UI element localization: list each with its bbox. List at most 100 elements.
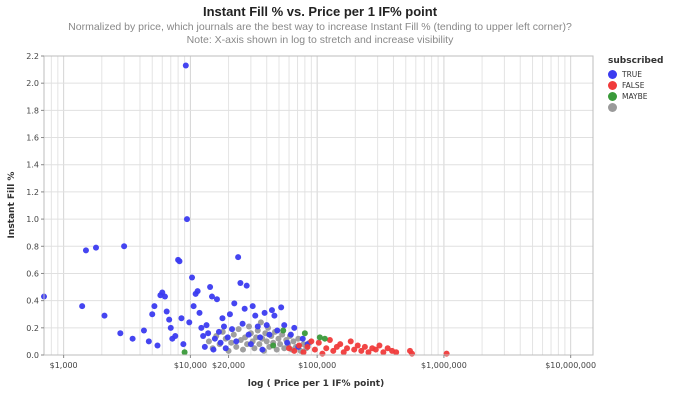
data-point-true[interactable]	[205, 330, 212, 337]
data-point-true[interactable]	[207, 284, 214, 291]
data-point-true[interactable]	[145, 338, 152, 345]
data-point-true[interactable]	[215, 328, 222, 335]
data-point-true[interactable]	[154, 342, 161, 349]
data-point-true[interactable]	[167, 324, 174, 331]
data-point-true[interactable]	[252, 312, 259, 319]
data-point-unlabeled[interactable]	[235, 326, 242, 333]
data-point-unlabeled[interactable]	[257, 319, 264, 326]
data-point-true[interactable]	[233, 338, 240, 345]
data-point-true[interactable]	[229, 326, 236, 333]
data-point-true[interactable]	[222, 345, 229, 352]
data-point-true[interactable]	[291, 324, 298, 331]
data-point-true[interactable]	[268, 307, 275, 314]
data-point-maybe[interactable]	[321, 335, 328, 342]
data-point-unlabeled[interactable]	[273, 346, 280, 353]
data-point-false[interactable]	[296, 342, 303, 349]
data-point-false[interactable]	[291, 347, 298, 354]
data-point-false[interactable]	[351, 346, 358, 353]
data-point-true[interactable]	[210, 346, 217, 353]
data-point-true[interactable]	[219, 315, 226, 322]
data-point-true[interactable]	[213, 296, 220, 303]
data-point-true[interactable]	[163, 308, 170, 315]
data-point-true[interactable]	[198, 324, 205, 331]
data-point-true[interactable]	[261, 309, 268, 316]
data-point-true[interactable]	[196, 309, 203, 316]
data-point-false[interactable]	[408, 350, 415, 357]
data-point-false[interactable]	[286, 345, 293, 352]
data-point-true[interactable]	[190, 303, 197, 310]
data-point-true[interactable]	[281, 322, 288, 329]
data-point-true[interactable]	[271, 312, 278, 319]
data-point-true[interactable]	[299, 335, 306, 342]
data-point-true[interactable]	[217, 339, 224, 346]
data-point-false[interactable]	[311, 346, 318, 353]
data-point-true[interactable]	[149, 311, 156, 318]
data-point-true[interactable]	[140, 327, 147, 334]
data-point-true[interactable]	[235, 254, 242, 261]
data-point-true[interactable]	[254, 323, 261, 330]
data-point-true[interactable]	[200, 332, 207, 339]
data-point-true[interactable]	[129, 335, 136, 342]
data-point-false[interactable]	[340, 349, 347, 356]
data-point-true[interactable]	[224, 334, 231, 341]
data-point-maybe[interactable]	[280, 327, 287, 334]
data-point-true[interactable]	[203, 322, 210, 329]
data-point-unlabeled[interactable]	[263, 338, 270, 345]
data-point-unlabeled[interactable]	[228, 339, 235, 346]
data-point-true[interactable]	[257, 334, 264, 341]
data-point-true[interactable]	[183, 216, 190, 223]
data-point-false[interactable]	[384, 345, 391, 352]
legend-item-true[interactable]: TRUE	[608, 69, 663, 80]
data-point-unlabeled[interactable]	[230, 331, 237, 338]
data-point-true[interactable]	[259, 346, 266, 353]
data-point-false[interactable]	[319, 350, 326, 357]
data-point-unlabeled[interactable]	[290, 338, 297, 345]
data-point-true[interactable]	[201, 343, 208, 350]
data-point-maybe[interactable]	[316, 334, 323, 341]
data-point-false[interactable]	[354, 342, 361, 349]
data-point-true[interactable]	[172, 332, 179, 339]
data-point-true[interactable]	[241, 305, 248, 312]
data-point-true[interactable]	[287, 331, 294, 338]
data-point-true[interactable]	[211, 335, 218, 342]
data-point-unlabeled[interactable]	[275, 335, 282, 342]
data-point-false[interactable]	[304, 343, 311, 350]
data-point-false[interactable]	[330, 347, 337, 354]
data-point-false[interactable]	[365, 349, 372, 356]
data-point-false[interactable]	[376, 342, 383, 349]
data-point-true[interactable]	[239, 320, 246, 327]
data-point-true[interactable]	[189, 274, 196, 281]
data-point-true[interactable]	[243, 282, 250, 289]
data-point-true[interactable]	[176, 258, 183, 265]
data-point-true[interactable]	[237, 279, 244, 286]
data-point-true[interactable]	[186, 319, 193, 326]
data-point-maybe[interactable]	[270, 342, 277, 349]
data-point-false[interactable]	[347, 338, 354, 345]
data-point-true[interactable]	[249, 303, 256, 310]
data-point-false[interactable]	[443, 350, 450, 357]
data-point-false[interactable]	[380, 349, 387, 356]
data-point-true[interactable]	[82, 247, 89, 254]
legend-item-false[interactable]: FALSE	[608, 80, 663, 91]
data-point-false[interactable]	[308, 338, 315, 345]
data-point-false[interactable]	[300, 349, 307, 356]
data-point-unlabeled[interactable]	[239, 346, 246, 353]
data-point-false[interactable]	[337, 341, 344, 348]
data-point-false[interactable]	[323, 345, 330, 352]
data-point-unlabeled[interactable]	[256, 341, 263, 348]
data-point-unlabeled[interactable]	[251, 345, 258, 352]
data-point-true[interactable]	[92, 244, 99, 251]
data-point-true[interactable]	[178, 315, 185, 322]
data-point-true[interactable]	[151, 303, 158, 310]
legend-item-unlabeled[interactable]	[608, 102, 663, 113]
data-point-maybe[interactable]	[301, 330, 308, 337]
data-point-false[interactable]	[372, 346, 379, 353]
data-point-true[interactable]	[274, 327, 281, 334]
data-point-false[interactable]	[344, 345, 351, 352]
data-point-false[interactable]	[393, 349, 400, 356]
data-point-true[interactable]	[194, 288, 201, 295]
data-point-true[interactable]	[166, 316, 173, 323]
data-point-maybe[interactable]	[181, 349, 188, 356]
data-point-true[interactable]	[231, 300, 238, 307]
data-point-true[interactable]	[247, 341, 254, 348]
